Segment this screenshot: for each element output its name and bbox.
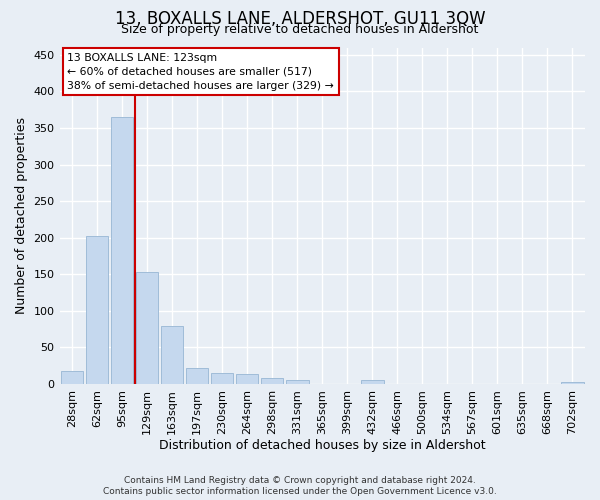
- Bar: [561, 382, 584, 384]
- Bar: [111, 117, 133, 384]
- Bar: [86, 236, 109, 384]
- Bar: [286, 380, 308, 384]
- Bar: [211, 373, 233, 384]
- Bar: [261, 378, 283, 384]
- Text: Contains public sector information licensed under the Open Government Licence v3: Contains public sector information licen…: [103, 487, 497, 496]
- Text: 13 BOXALLS LANE: 123sqm
← 60% of detached houses are smaller (517)
38% of semi-d: 13 BOXALLS LANE: 123sqm ← 60% of detache…: [67, 52, 334, 90]
- Bar: [61, 371, 83, 384]
- Bar: [161, 326, 184, 384]
- Text: 13, BOXALLS LANE, ALDERSHOT, GU11 3QW: 13, BOXALLS LANE, ALDERSHOT, GU11 3QW: [115, 10, 485, 28]
- Bar: [361, 380, 383, 384]
- Text: Size of property relative to detached houses in Aldershot: Size of property relative to detached ho…: [121, 22, 479, 36]
- Text: Contains HM Land Registry data © Crown copyright and database right 2024.: Contains HM Land Registry data © Crown c…: [124, 476, 476, 485]
- X-axis label: Distribution of detached houses by size in Aldershot: Distribution of detached houses by size …: [159, 440, 485, 452]
- Bar: [186, 368, 208, 384]
- Bar: [136, 272, 158, 384]
- Bar: [236, 374, 259, 384]
- Y-axis label: Number of detached properties: Number of detached properties: [15, 117, 28, 314]
